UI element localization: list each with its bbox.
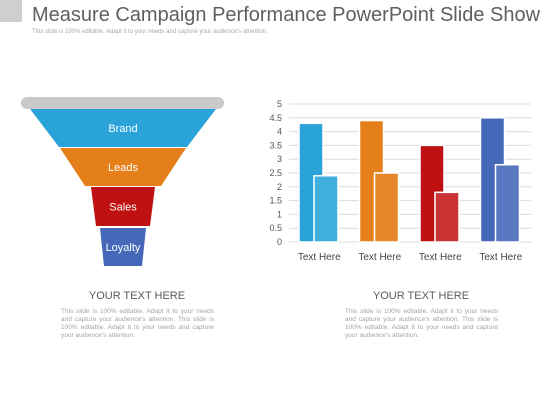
- y-tick-label: 5: [277, 99, 282, 109]
- x-tick-label: Text Here: [479, 252, 522, 263]
- right-text-heading: YOUR TEXT HERE: [372, 290, 470, 302]
- y-tick-label: 2: [277, 182, 282, 192]
- funnel-stage-label: Sales: [109, 202, 137, 214]
- x-tick-label: Text Here: [419, 252, 462, 263]
- y-tick-label: 3.5: [269, 140, 282, 150]
- y-tick-label: 4.5: [269, 113, 282, 123]
- left-text-heading: YOUR TEXT HERE: [88, 290, 186, 302]
- y-tick-label: 0: [277, 237, 282, 247]
- funnel-stage-sales: [91, 187, 155, 226]
- y-tick-label: 1: [277, 209, 282, 219]
- y-tick-label: 2.5: [269, 168, 282, 178]
- corner-accent: [0, 0, 22, 22]
- bar-series-2: [434, 191, 460, 243]
- slide-title: Measure Campaign Performance PowerPoint …: [32, 4, 541, 26]
- x-tick-label: Text Here: [298, 252, 341, 263]
- right-text-body: This slide is 100% editable. Adapt it to…: [345, 308, 498, 339]
- funnel-stage-brand: [30, 109, 216, 147]
- y-tick-label: 0.5: [269, 223, 282, 233]
- funnel-stage-label: Loyalty: [106, 242, 141, 254]
- funnel-stage-loyalty: [100, 228, 146, 266]
- bar-series-2: [494, 163, 521, 243]
- y-tick-label: 1.5: [269, 196, 282, 206]
- y-tick-label: 4: [277, 127, 282, 137]
- left-text-body: This slide is 100% editable. Adapt it to…: [61, 308, 214, 339]
- bar-series-2: [373, 172, 400, 243]
- funnel-stage-label: Leads: [108, 162, 138, 174]
- y-tick-label: 3: [277, 154, 282, 164]
- bar-series-2: [313, 175, 339, 243]
- funnel-stage-label: Brand: [108, 123, 137, 135]
- x-tick-label: Text Here: [358, 252, 401, 263]
- slide-subtitle: This slide is 100% editable. Adapt it to…: [32, 29, 268, 35]
- funnel-stage-leads: [60, 148, 186, 186]
- funnel-rim: [21, 97, 224, 109]
